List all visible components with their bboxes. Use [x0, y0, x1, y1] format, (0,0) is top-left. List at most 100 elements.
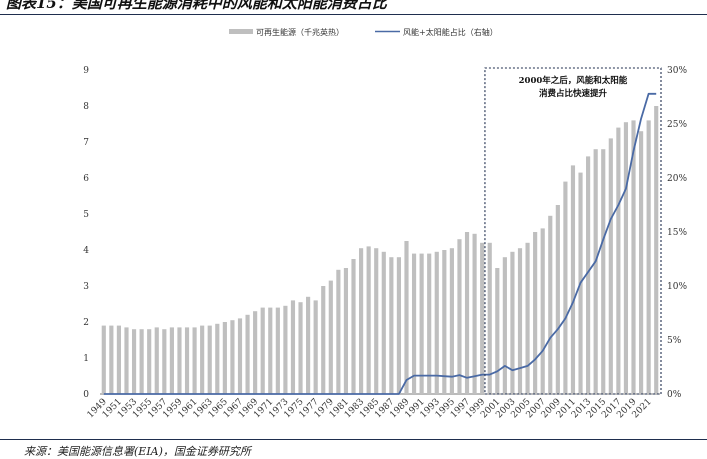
- bar: [162, 329, 167, 394]
- bar: [639, 131, 644, 394]
- bar: [457, 239, 462, 394]
- bar: [230, 320, 235, 394]
- bar: [207, 325, 212, 394]
- y-right-tick-label: 30%: [667, 66, 687, 76]
- bar: [404, 241, 409, 394]
- bar: [131, 329, 137, 394]
- figure-title: 图表15：美国可再生能源消耗中的风能和太阳能消费占比: [6, 0, 387, 12]
- bar: [623, 122, 629, 394]
- bar: [570, 165, 576, 394]
- bar: [586, 156, 591, 394]
- bar: [260, 307, 265, 394]
- bar: [510, 251, 515, 394]
- bar: [608, 138, 613, 394]
- legend-label-line: 风能+太阳能占比（右轴）: [403, 27, 498, 37]
- bar: [222, 322, 227, 394]
- bar: [275, 307, 280, 394]
- bar: [487, 242, 492, 394]
- bar: [517, 248, 523, 394]
- bar: [434, 251, 439, 394]
- y-right-tick-label: 5%: [667, 336, 682, 346]
- bar: [525, 242, 530, 394]
- bar: [381, 251, 386, 394]
- bar: [343, 268, 349, 394]
- bar: [336, 269, 341, 394]
- line-series: [103, 92, 657, 395]
- bar: [533, 232, 538, 394]
- y-right-tick-label: 25%: [667, 120, 687, 130]
- annotation-text: 消费占比快速提升: [539, 88, 608, 99]
- bar: [321, 286, 326, 394]
- bar: [555, 205, 560, 394]
- y-left-tick-label: 7: [83, 138, 89, 148]
- bar: [237, 318, 243, 394]
- bar: [442, 250, 447, 394]
- bar: [290, 300, 296, 394]
- bar: [154, 327, 159, 394]
- bar: [449, 248, 454, 394]
- annotation-text: 2000年之后，风能和太阳能: [519, 75, 628, 86]
- bar: [540, 228, 545, 394]
- annotation-box: [484, 67, 662, 395]
- legend-label-bar: 可再生能源（千兆英热）: [256, 27, 344, 37]
- bar: [593, 149, 598, 394]
- bar: [366, 246, 371, 394]
- legend: 可再生能源（千兆英热） 风能+太阳能占比（右轴）: [229, 27, 498, 37]
- bar: [313, 300, 318, 394]
- bar: [601, 149, 606, 394]
- bar: [253, 311, 258, 394]
- legend-swatch-bar: [229, 29, 253, 34]
- y-right-tick-label: 0%: [667, 390, 682, 400]
- y-left-tick-label: 5: [83, 210, 89, 220]
- bar: [177, 327, 182, 394]
- bar: [374, 248, 379, 394]
- bar: [427, 253, 432, 394]
- y-right-tick-label: 10%: [667, 282, 687, 292]
- bar: [646, 120, 651, 395]
- bar: [116, 325, 121, 394]
- bar: [215, 323, 220, 394]
- bar: [169, 327, 174, 394]
- bar: [147, 329, 152, 394]
- bar: [472, 233, 477, 394]
- bar: [200, 325, 205, 394]
- bar: [192, 327, 197, 394]
- source-divider: [0, 439, 707, 440]
- bar: [616, 127, 621, 394]
- y-right-tick-label: 15%: [667, 228, 687, 238]
- bar: [411, 253, 417, 394]
- bar: [480, 242, 485, 394]
- bar: [328, 280, 333, 394]
- bar: [495, 268, 500, 394]
- combo-chart: 可再生能源（千兆英热） 风能+太阳能占比（右轴） 0 1 2 3 4 5 6 7 8 9 0% 5% 10…: [83, 27, 687, 420]
- y-left-tick-label: 2: [83, 318, 89, 328]
- axes: 01234567890%5%10%15%20%25%30%19491951195…: [83, 66, 687, 420]
- bar: [139, 329, 144, 394]
- bar: [563, 181, 568, 394]
- bar: [351, 259, 356, 394]
- bar: [124, 327, 129, 394]
- y-left-tick-label: 0: [83, 390, 89, 400]
- bar: [631, 120, 636, 395]
- y-left-tick-label: 8: [83, 102, 89, 112]
- bar: [396, 257, 401, 394]
- bar: [184, 327, 190, 394]
- bar: [502, 257, 507, 394]
- bar: [654, 106, 659, 394]
- bar: [101, 325, 106, 394]
- y-left-tick-label: 6: [83, 174, 89, 184]
- line-series-path: [103, 92, 657, 395]
- y-left-tick-label: 1: [83, 354, 89, 364]
- bar: [419, 253, 424, 394]
- source-note: 来源：美国能源信息署(EIA)，国金证券研究所: [24, 445, 251, 458]
- bar-series: [101, 106, 659, 395]
- bar: [306, 296, 311, 394]
- bar: [359, 248, 364, 394]
- bar: [268, 307, 273, 394]
- bar: [389, 257, 394, 394]
- bar: [283, 305, 288, 394]
- bar: [298, 302, 303, 394]
- bar: [245, 314, 250, 394]
- bar: [109, 325, 114, 394]
